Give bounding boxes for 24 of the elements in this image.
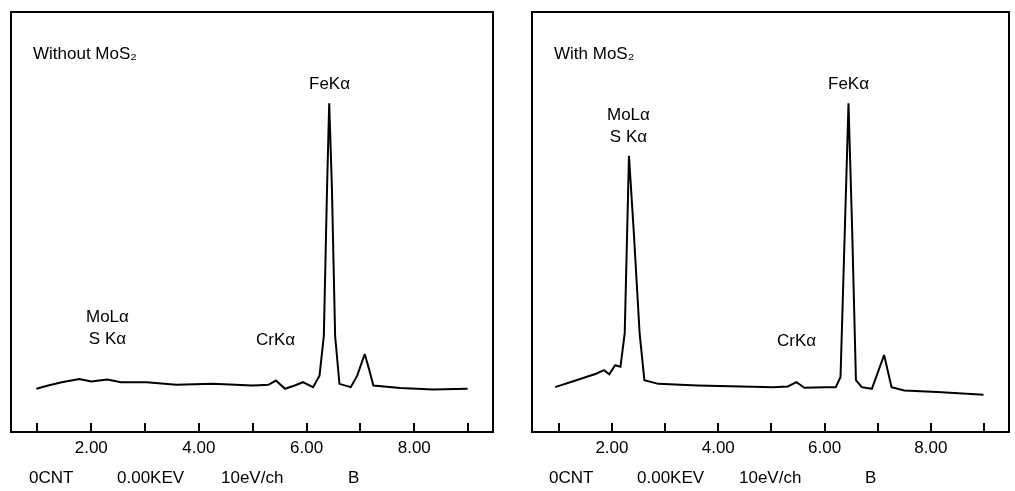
annotation: FeKα xyxy=(828,74,870,93)
annotation: MoLα S Kα xyxy=(86,307,130,349)
chart-title: With MoS₂ xyxy=(554,44,635,63)
text: 0.00KEV xyxy=(117,468,185,487)
x-tick-label: 4.00 xyxy=(701,438,735,458)
annotation: CrKα xyxy=(777,331,817,350)
x-tick-label: 8.00 xyxy=(397,438,431,458)
x-tick-label: 6.00 xyxy=(808,438,842,458)
annotation: MoLα S Kα xyxy=(607,105,651,147)
text: B xyxy=(865,468,877,487)
x-tick-label: 8.00 xyxy=(914,438,948,458)
text: 0CNT xyxy=(549,468,594,487)
text: 0.00KEV xyxy=(637,468,705,487)
text: B xyxy=(348,468,360,487)
text: 10eV/ch xyxy=(221,468,284,487)
text: 10eV/ch xyxy=(739,468,802,487)
text: 0CNT xyxy=(29,468,74,487)
x-tick-label: 2.00 xyxy=(74,438,108,458)
chart-title: Without MoS₂ xyxy=(33,44,137,63)
x-tick-label: 4.00 xyxy=(182,438,216,458)
x-tick-label: 6.00 xyxy=(290,438,324,458)
annotation: FeKα xyxy=(309,74,351,93)
x-tick-label: 2.00 xyxy=(595,438,629,458)
annotation: CrKα xyxy=(256,330,296,349)
